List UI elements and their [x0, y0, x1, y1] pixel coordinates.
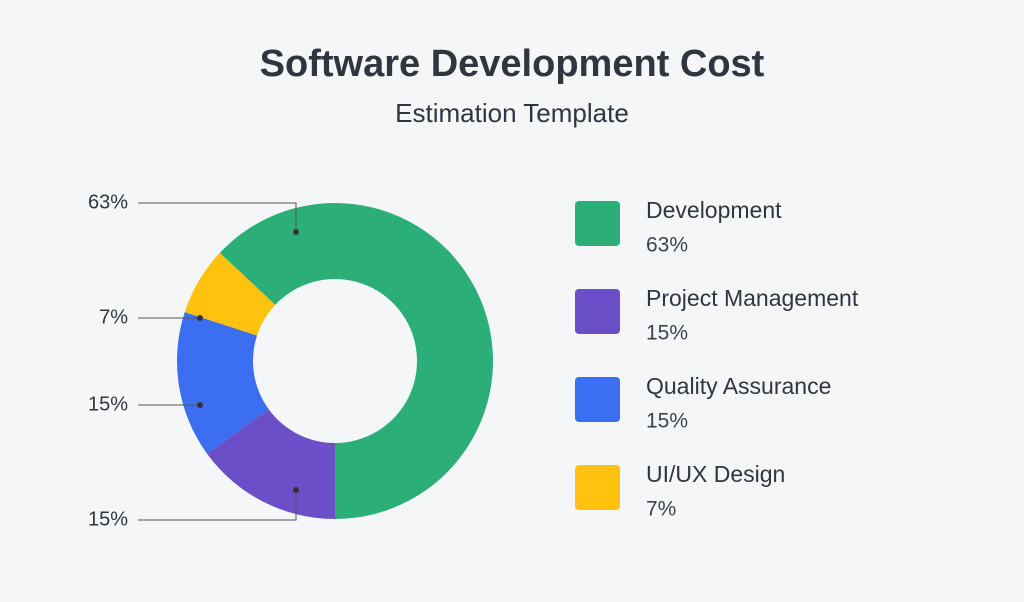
donut-slice	[184, 252, 276, 336]
slice-label: 63%	[88, 191, 128, 213]
legend-swatch	[575, 289, 620, 334]
leader-dot	[293, 487, 299, 493]
donut-slice	[177, 312, 269, 454]
legend-label: Quality Assurance	[646, 373, 831, 399]
legend-swatch	[575, 377, 620, 422]
legend-value: 15%	[646, 410, 688, 433]
leader-dot	[197, 315, 203, 321]
legend-value: 63%	[646, 234, 688, 257]
chart-title: Software Development Cost	[260, 43, 765, 85]
slice-label: 7%	[99, 306, 128, 328]
chart-subtitle: Estimation Template	[395, 98, 629, 128]
slice-label: 15%	[88, 393, 128, 415]
legend-label: Development	[646, 197, 782, 223]
legend-label: Project Management	[646, 285, 859, 311]
legend-swatch	[575, 465, 620, 510]
legend-swatch	[575, 201, 620, 246]
leader-dot	[197, 402, 203, 408]
legend-value: 15%	[646, 322, 688, 345]
donut-slice	[219, 203, 494, 520]
donut-slice	[207, 409, 335, 519]
slice-label: 15%	[88, 508, 128, 530]
leader-line	[138, 202, 297, 232]
legend-value: 7%	[646, 498, 676, 521]
leader-line	[138, 490, 297, 521]
leader-dot	[293, 229, 299, 235]
legend-label: UI/UX Design	[646, 461, 785, 487]
